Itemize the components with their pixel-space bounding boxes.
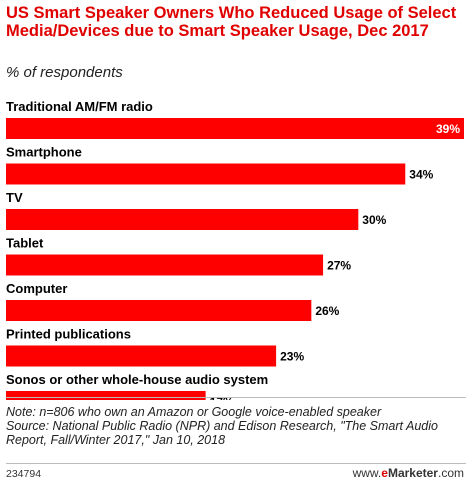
source-line-continued: Report, Fall/Winter 2017," Jan 10, 2018 [6, 433, 226, 447]
value-label: 30% [362, 213, 386, 227]
bar [6, 391, 206, 400]
category-label: Printed publications [6, 327, 131, 342]
brand-prefix: www. [352, 466, 382, 480]
value-label: 39% [436, 122, 460, 136]
category-label: Tablet [6, 236, 44, 251]
bar [6, 163, 406, 185]
category-label: Traditional AM/FM radio [6, 99, 153, 114]
footer-divider [6, 397, 466, 398]
chart-id: 234794 [6, 468, 42, 480]
bar [6, 345, 277, 367]
bottom-divider [6, 463, 466, 464]
category-label: Computer [6, 281, 67, 296]
value-label: 23% [280, 350, 304, 364]
category-label: Sonos or other whole-house audio system [6, 372, 268, 387]
bar-chart: Traditional AM/FM radio 39% Smartphone 34% T… [6, 99, 464, 400]
value-label: 34% [409, 168, 433, 182]
brand-name: Marketer [387, 466, 438, 480]
category-label: Smartphone [6, 145, 82, 160]
category-label: TV [6, 190, 23, 205]
brand-e: e [381, 466, 388, 480]
value-label: 27% [327, 259, 351, 273]
chart-notes: Note: n=806 who own an Amazon or Google … [6, 405, 466, 447]
source-line: Source: National Public Radio (NPR) and … [6, 419, 438, 433]
brand-suffix: .com [437, 466, 464, 480]
emarketer-logo: www.eMarketer.com [353, 466, 464, 480]
bar [6, 118, 464, 139]
chart-subtitle: % of respondents [6, 64, 123, 81]
bar [6, 209, 359, 230]
chart-title: US Smart Speaker Owners Who Reduced Usag… [6, 4, 457, 40]
value-label: 26% [315, 304, 339, 318]
bar [6, 300, 312, 321]
note-line: Note: n=806 who own an Amazon or Google … [6, 405, 382, 419]
bar [6, 254, 324, 276]
